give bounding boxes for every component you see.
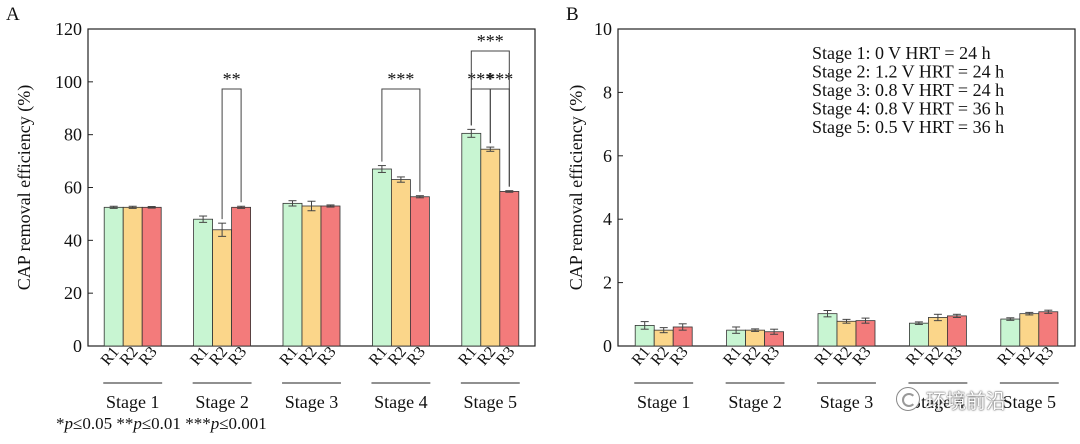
group-label: Stage 3 [820,392,874,412]
bar-label: R3 [404,344,429,369]
bar [320,205,341,347]
wechat-icon [896,387,920,411]
significance-label: *** [477,31,504,51]
bar-label: R3 [493,344,518,369]
footnote-stars-1: * [56,414,65,433]
significance-label: *** [387,69,414,89]
bar [390,179,411,347]
y-tick-label: 6 [603,146,612,166]
bar-label: R3 [225,344,250,369]
footnote-p-1: p [64,414,74,433]
watermark: 环境前沿 [896,384,1006,414]
bar [122,206,143,347]
group-label: Stage 4 [911,392,965,412]
group-label: Stage 3 [285,392,339,412]
significance-bracket [221,88,242,220]
watermark-text: 环境前沿 [926,388,1006,413]
legend-line-4: Stage 4: 0.8 V HRT = 36 h [812,99,1004,119]
bar [855,320,876,347]
group-label: Stage 5 [464,392,518,412]
bar [282,202,303,347]
legend-line-1: Stage 1: 0 V HRT = 24 h [812,43,991,63]
group-label: Stage 5 [1003,392,1057,412]
y-axis-label: CAP removal efficiency (%) [566,85,587,290]
bar-label: R3 [758,344,783,369]
bar [745,329,765,347]
significance-label: ** [223,69,241,89]
y-tick-label: 4 [603,209,612,229]
panel-label-a: A [6,4,20,25]
footnote-stars-3: *** [180,414,211,433]
significance-label: *** [467,69,494,89]
y-tick-label: 100 [55,72,82,92]
y-tick-label: 60 [64,178,82,198]
y-tick-label: 8 [603,82,612,102]
group-label: Stage 1 [106,392,160,412]
bar [193,218,214,347]
y-tick-label: 40 [64,230,82,250]
significance-bracket [381,88,421,192]
bar [947,315,967,347]
bar [909,322,929,347]
y-tick-label: 20 [64,283,82,303]
y-tick-label: 0 [603,336,612,356]
bar-label: R3 [1032,344,1057,369]
footnote-rel-1: ≤0.05 [73,414,113,433]
footnote-p-2: p [133,414,142,433]
bar [409,196,430,347]
footnote-rel-3: ≤0.001 [219,414,267,433]
y-tick-label: 0 [73,336,82,356]
bar [212,229,233,347]
bar [817,313,838,347]
bar [928,317,948,347]
bar [371,168,392,347]
bar [836,320,857,347]
bar [480,148,501,347]
footnote-stars-2: ** [112,414,134,433]
group-label: Stage 2 [728,392,782,412]
bar [141,206,162,347]
bar [301,205,322,347]
bar-label: R3 [850,344,875,369]
bar [231,206,252,347]
bar [461,132,482,347]
legend-line-3: Stage 3: 0.8 V HRT = 24 h [812,80,1004,100]
bar-label: R3 [136,344,161,369]
y-tick-label: 2 [603,273,612,293]
legend-line-5: Stage 5: 0.5 V HRT = 36 h [812,117,1004,137]
significance-label: *** [486,69,513,89]
group-label: Stage 4 [374,392,428,412]
group-label: Stage 2 [195,392,249,412]
bar [1038,311,1059,347]
y-axis-label: CAP removal efficiency (%) [14,85,35,290]
panel-a-chart: A 0 20 40 60 80 100 120 CAP removal efficiency (… [6,4,536,412]
bar [499,191,520,347]
footnote-rel-2: ≤0.01 [141,414,181,433]
panel-label-b: B [566,4,579,25]
y-tick-label: 80 [64,125,82,145]
legend-line-2: Stage 2: 1.2 V HRT = 24 h [812,62,1004,82]
significance-bracket [470,50,510,187]
bar [1000,318,1021,347]
bar-label: R3 [941,344,966,369]
bar [1019,313,1040,347]
y-tick-label: 120 [55,19,82,39]
significance-footnote: *p≤0.05 **p≤0.01 ***p≤0.001 [56,414,267,434]
bar-label: R3 [667,344,692,369]
y-tick-label: 10 [594,19,612,39]
bar-label: R3 [315,344,340,369]
bar [103,206,124,347]
group-label: Stage 1 [637,392,691,412]
footnote-p-3: p [210,414,220,433]
